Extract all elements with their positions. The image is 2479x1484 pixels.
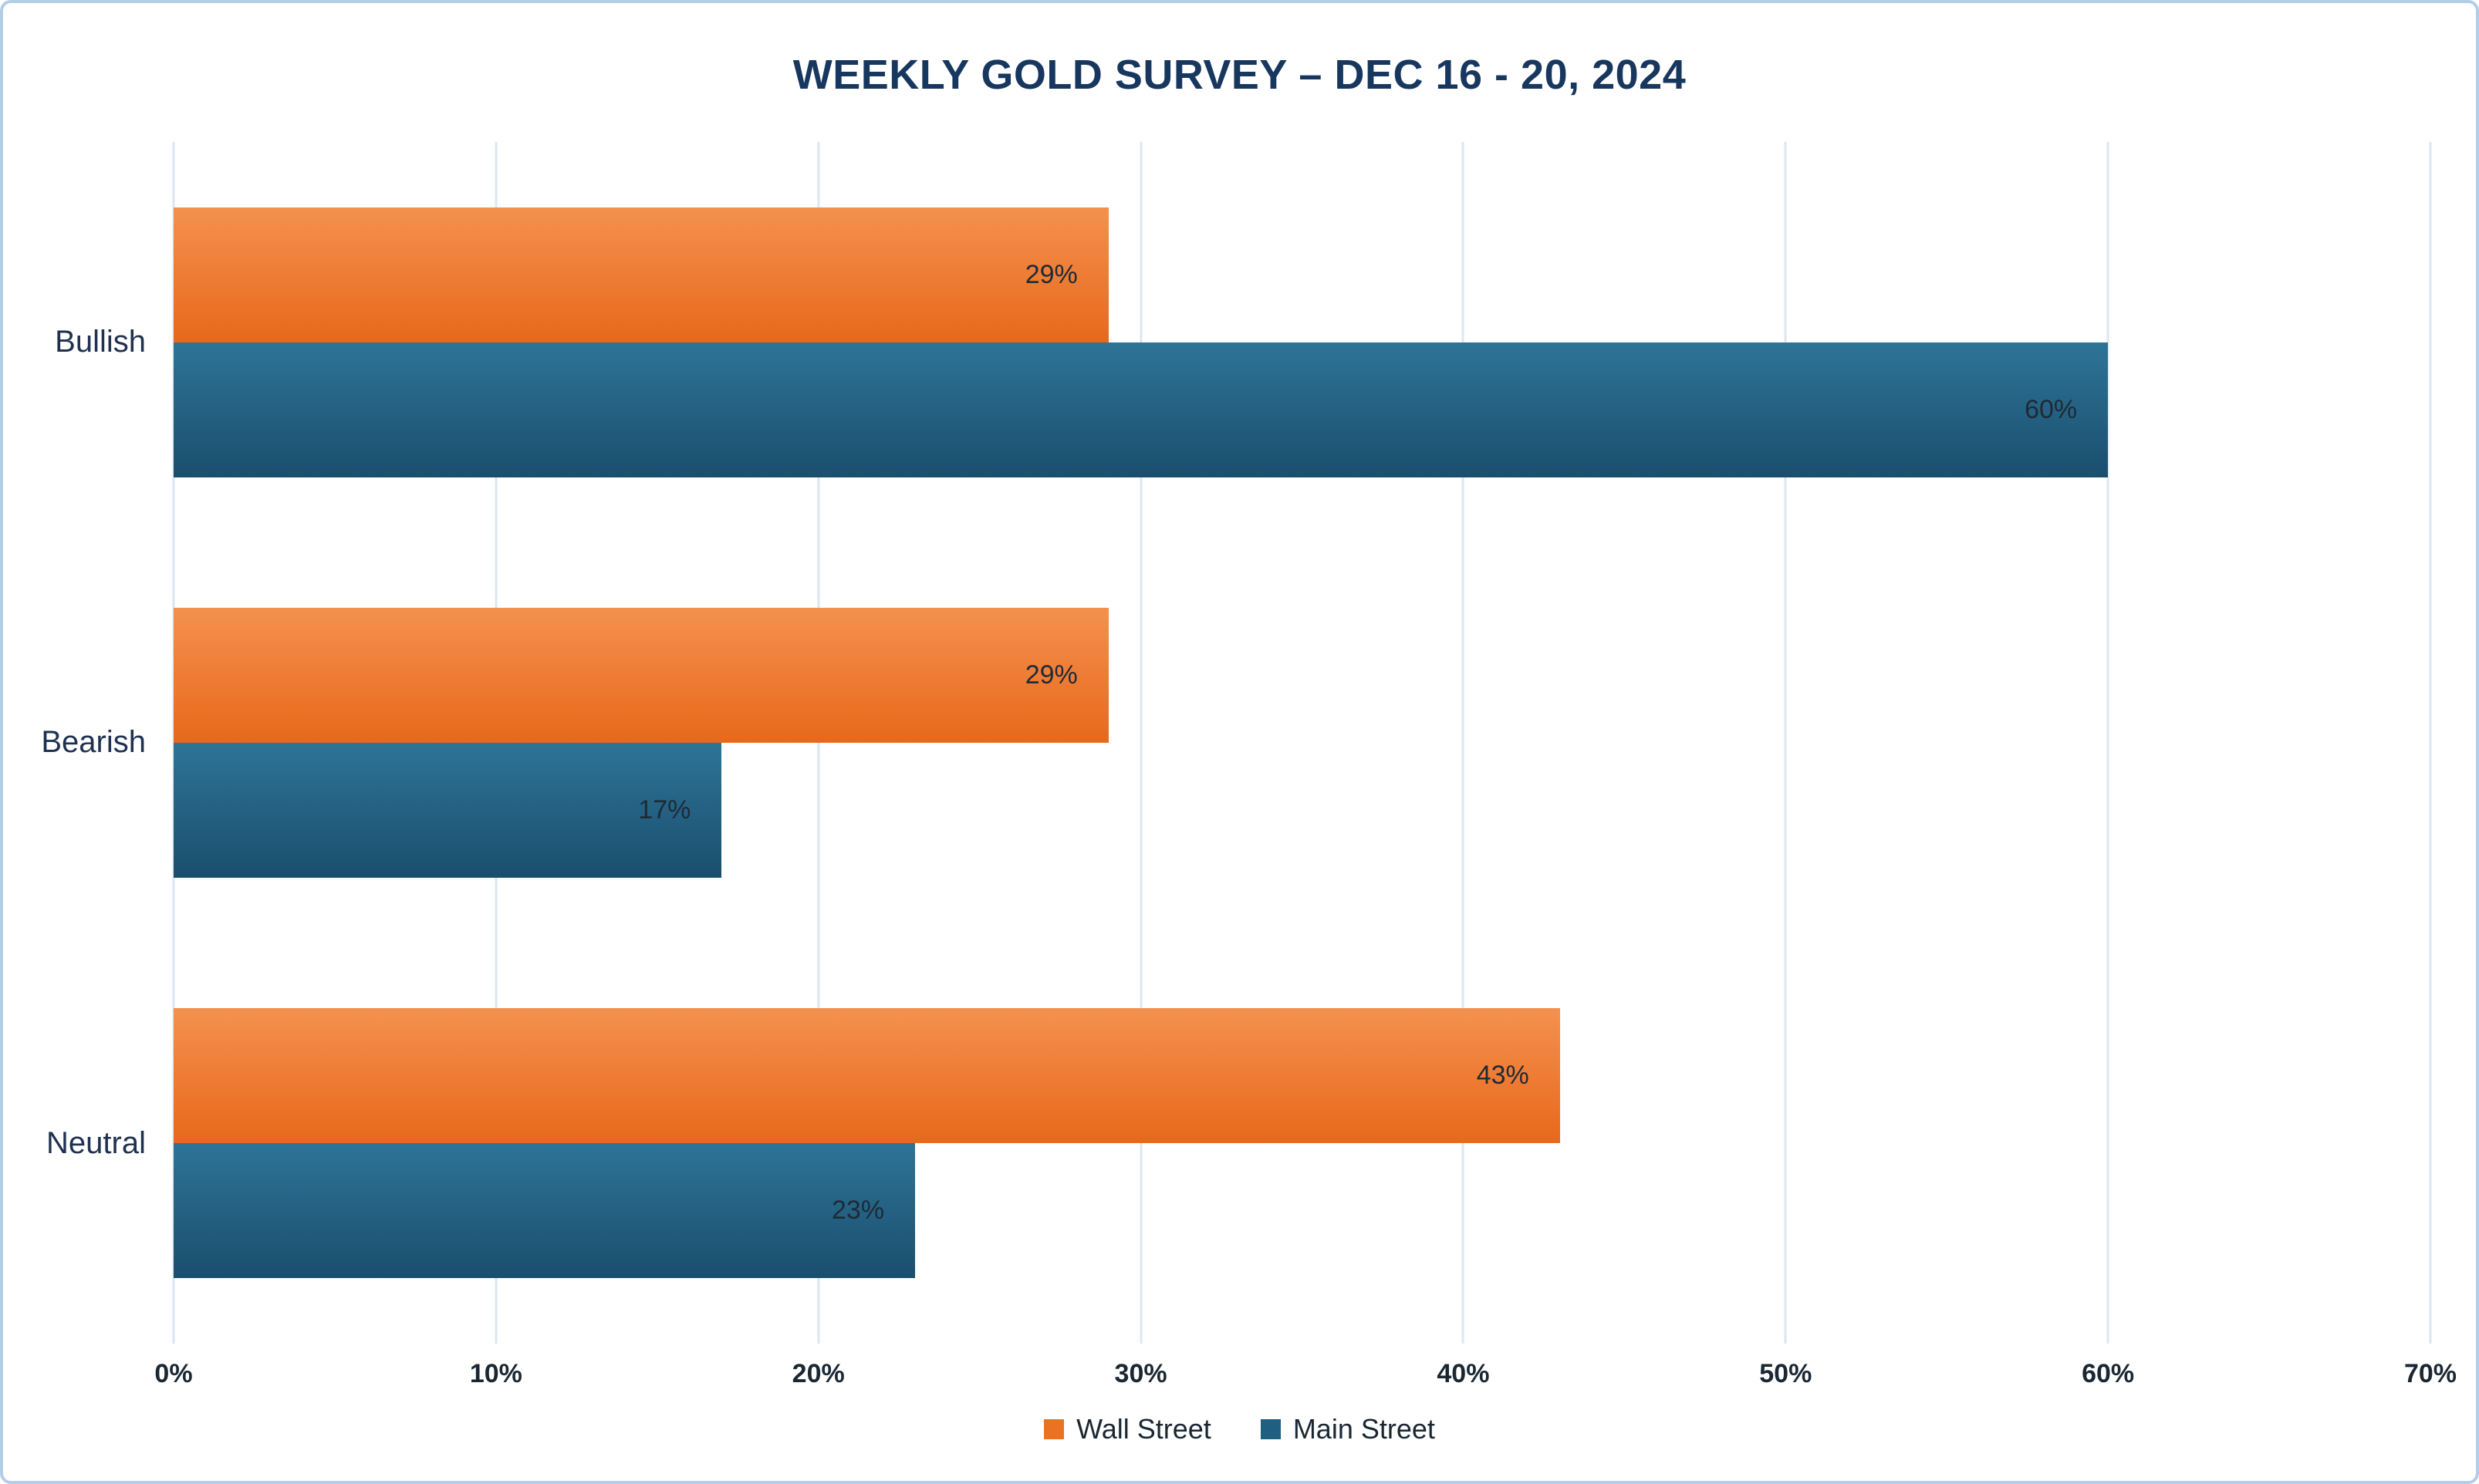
category-label: Bearish bbox=[41, 725, 146, 760]
gridline bbox=[1784, 142, 1787, 1344]
legend: Wall Street Main Street bbox=[3, 1413, 2476, 1445]
legend-label: Wall Street bbox=[1076, 1413, 1211, 1445]
legend-item: Wall Street bbox=[1044, 1413, 1211, 1445]
category-label: Neutral bbox=[46, 1125, 146, 1160]
x-axis-tick-label: 30% bbox=[1114, 1359, 1167, 1388]
x-axis-tick-label: 0% bbox=[154, 1359, 193, 1388]
x-axis-tick-label: 40% bbox=[1437, 1359, 1490, 1388]
bar-value-label: 43% bbox=[1476, 1061, 1529, 1091]
x-axis-tick-label: 10% bbox=[469, 1359, 522, 1388]
chart-title: WEEKLY GOLD SURVEY – DEC 16 - 20, 2024 bbox=[792, 52, 1687, 98]
legend-item: Main Street bbox=[1260, 1413, 1435, 1445]
bar: 43% bbox=[174, 1008, 1560, 1144]
legend-marker-icon bbox=[1260, 1419, 1281, 1439]
legend-marker-icon bbox=[1044, 1419, 1065, 1439]
bar-value-label: 29% bbox=[1025, 259, 1078, 289]
category-axis: Bullish Bearish Neutral bbox=[3, 142, 146, 1344]
bar-value-label: 17% bbox=[638, 794, 691, 825]
category-row: 29% 60% bbox=[174, 142, 2430, 542]
gridline bbox=[1461, 142, 1464, 1344]
bar: 17% bbox=[174, 742, 722, 878]
legend-label: Main Street bbox=[1292, 1413, 1435, 1445]
gridline bbox=[817, 142, 820, 1344]
x-axis-tick-label: 20% bbox=[792, 1359, 845, 1388]
bar: 29% bbox=[174, 607, 1109, 743]
plot-area: 29% 60% 29% 17% 43% 23% bbox=[172, 142, 2432, 1344]
category-row: 29% 17% bbox=[174, 542, 2430, 943]
category-label: Bullish bbox=[55, 325, 146, 359]
x-axis: 0% 10% 20% 30% 40% 50% 60% 70% bbox=[154, 1359, 2457, 1405]
gridline bbox=[1140, 142, 1143, 1344]
bar-value-label: 60% bbox=[2025, 394, 2078, 424]
bar-rows: 29% 60% 29% 17% 43% 23% bbox=[174, 142, 2430, 1344]
bar: 29% bbox=[174, 207, 1109, 342]
bar: 23% bbox=[174, 1143, 916, 1279]
bar-value-label: 29% bbox=[1025, 659, 1078, 690]
category-row: 43% 23% bbox=[174, 943, 2430, 1344]
gridline bbox=[2106, 142, 2109, 1344]
bar-value-label: 23% bbox=[832, 1196, 885, 1226]
x-axis-tick-label: 70% bbox=[2403, 1359, 2457, 1388]
gridline bbox=[2429, 142, 2432, 1344]
x-axis-tick-label: 50% bbox=[1759, 1359, 1812, 1388]
x-axis-tick-label: 60% bbox=[2082, 1359, 2135, 1388]
bar: 60% bbox=[174, 342, 2109, 477]
